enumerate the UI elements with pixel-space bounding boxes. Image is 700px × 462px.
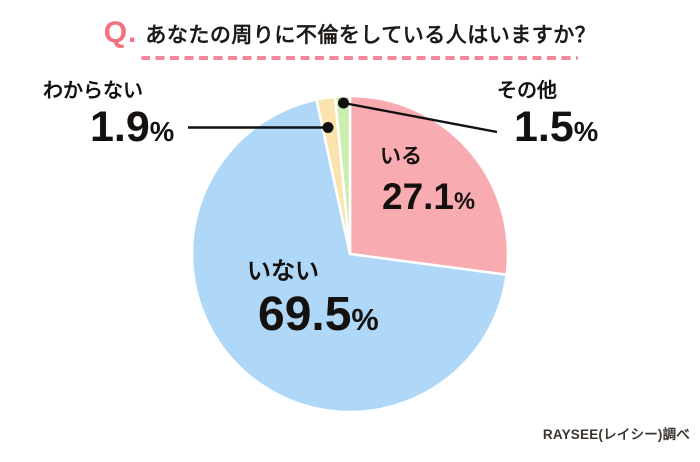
dashed-underline xyxy=(141,56,578,60)
slice-value-number: 1.5 xyxy=(514,103,574,151)
percent-sign: % xyxy=(149,116,175,147)
slice-value-wakaranai: 1.9% xyxy=(90,106,174,149)
slice-label-wakaranai: わからない xyxy=(43,80,143,102)
slice-value-inai: 69.5% xyxy=(258,291,379,339)
slice-value-sonota: 1.5% xyxy=(514,106,598,149)
page-title: あなたの周りに不倫をしている人はいますか？ xyxy=(145,24,597,47)
slice-value-number: 27.1 xyxy=(382,176,455,217)
leader-lines xyxy=(188,97,498,134)
slice-value-number: 1.9 xyxy=(90,103,150,151)
leader-dot-sonota xyxy=(338,97,349,109)
slice-value-iru: 27.1% xyxy=(382,178,475,215)
slice-label-iru: いる xyxy=(380,145,422,168)
pie-slice-3 xyxy=(333,94,352,256)
pie-chart xyxy=(190,94,510,414)
slice-label-inai: いない xyxy=(247,258,319,285)
percent-sign: % xyxy=(454,189,476,215)
percent-sign: % xyxy=(573,116,599,147)
slice-value-number: 69.5 xyxy=(258,288,352,341)
pie-slice-1 xyxy=(190,98,508,414)
source-note: RAYSEE(レイシー)調べ xyxy=(542,427,690,442)
leader-dot-wakaranai xyxy=(322,122,334,133)
percent-sign: % xyxy=(351,302,379,337)
question-header: Q. あなたの周りに不倫をしている人はいますか？ xyxy=(0,16,700,50)
pie-slice-0 xyxy=(348,94,510,277)
slice-label-sonota: その他 xyxy=(497,80,557,102)
leader-line-sonota xyxy=(343,101,498,134)
question-prefix: Q. xyxy=(103,16,138,49)
